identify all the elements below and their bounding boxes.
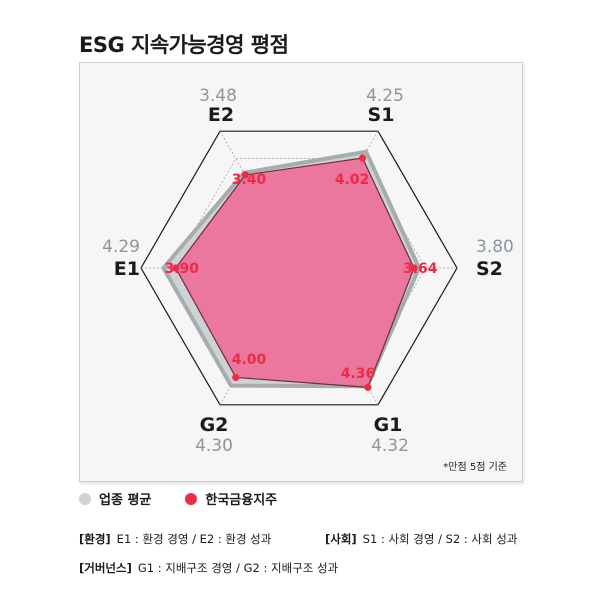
definition-env: [환경] E1 : 환경 경영 / E2 : 환경 성과 (79, 531, 271, 547)
company-point-g1 (364, 383, 372, 391)
legend-item-industry: 업종 평균 (79, 489, 151, 508)
axis-label-e2: E2 (208, 104, 234, 126)
labels: S1 S2 G1 G2 E1 E2 4.25 3.80 4.32 4.30 4.… (102, 86, 514, 456)
company-point-e2 (241, 171, 249, 179)
chart-title: ESG 지속가능경영 평점 (79, 33, 289, 57)
axis-label-e1: E1 (114, 258, 140, 280)
company-point-g2 (232, 373, 240, 382)
legend-item-company: 한국금융지주 (185, 489, 277, 508)
legend: 업종 평균 한국금융지주 (79, 489, 311, 508)
axis-label-s1: S1 (368, 104, 395, 126)
company-value-s1: 4.02 (335, 172, 370, 188)
definition-text: S1 : 사회 경영 / S2 : 사회 성과 (362, 532, 518, 546)
industry-value-e1: 4.29 (102, 237, 140, 257)
company-value-s2: 3.64 (403, 261, 438, 277)
company-value-e2: 3.40 (232, 172, 267, 188)
company-point-e1 (172, 264, 180, 272)
definition-row: [거버넌스] G1 : 지배구조 경영 / G2 : 지배구조 성과 (79, 560, 529, 576)
industry-value-g1: 4.32 (371, 436, 409, 456)
full-score-note: *만점 5점 기준 (443, 462, 507, 473)
company-value-e1: 3.90 (164, 261, 199, 277)
company-points (172, 154, 418, 391)
definition-category: [사회] (325, 532, 357, 546)
legend-label-company: 한국금융지주 (205, 493, 278, 508)
company-point-s1 (358, 154, 367, 162)
company-point-s2 (410, 264, 418, 272)
definition-text: E1 : 환경 경영 / E2 : 환경 성과 (116, 532, 272, 546)
axis-label-g2: G2 (200, 414, 229, 436)
axis-label-s2: S2 (476, 258, 503, 280)
grid-ring (172, 158, 426, 378)
definition-gov: [거버넌스] G1 : 지배구조 경영 / G2 : 지배구조 성과 (79, 560, 338, 576)
industry-value-s1: 4.25 (366, 86, 404, 106)
definition-row: [환경] E1 : 환경 경영 / E2 : 환경 성과 [사회] S1 : 사… (79, 531, 529, 547)
axis-label-g1: G1 (374, 414, 403, 436)
definition-soc: [사회] S1 : 사회 경영 / S2 : 사회 성과 (325, 531, 517, 547)
definition-text: G1 : 지배구조 경영 / G2 : 지배구조 성과 (137, 561, 339, 575)
axis-definitions: [환경] E1 : 환경 경영 / E2 : 환경 성과 [사회] S1 : 사… (79, 531, 529, 589)
definition-category: [환경] (79, 532, 111, 546)
company-value-g2: 4.00 (232, 352, 267, 368)
industry-value-s2: 3.80 (476, 237, 514, 257)
legend-label-industry: 업종 평균 (99, 493, 152, 508)
legend-dot-icon (79, 492, 91, 505)
company-value-g1: 4.36 (341, 366, 376, 382)
definition-category: [거버넌스] (79, 561, 132, 575)
legend-dot-icon (185, 492, 198, 505)
industry-value-g2: 4.30 (195, 436, 233, 456)
industry-value-e2: 3.48 (199, 86, 237, 106)
